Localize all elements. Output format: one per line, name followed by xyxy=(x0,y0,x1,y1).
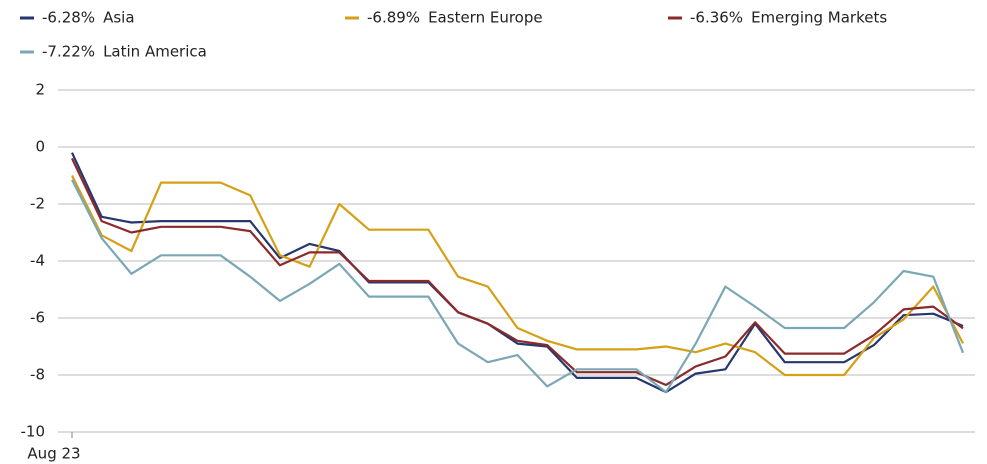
y-tick-label: -2 xyxy=(30,195,45,213)
legend-value: -7.22% xyxy=(42,43,95,61)
legend-label: Eastern Europe xyxy=(428,9,543,27)
y-tick-label: -10 xyxy=(21,423,46,441)
legend-value: -6.89% xyxy=(367,9,420,27)
legend-value: -6.36% xyxy=(690,9,743,27)
x-tick-label: Aug 23 xyxy=(27,445,80,463)
series-line xyxy=(71,152,964,394)
legend-label: Asia xyxy=(103,9,134,27)
legend-label: Emerging Markets xyxy=(751,9,887,27)
y-tick-label: -8 xyxy=(30,366,45,384)
y-tick-label: -6 xyxy=(30,309,45,327)
series-line xyxy=(71,179,965,394)
y-tick-label: 2 xyxy=(35,81,45,99)
legend-label: Latin America xyxy=(103,43,207,61)
series-line xyxy=(71,157,964,387)
series-line xyxy=(71,175,964,377)
y-tick-label: 0 xyxy=(35,138,45,156)
legend-value: -6.28% xyxy=(42,9,95,27)
y-tick-label: -4 xyxy=(30,252,45,270)
